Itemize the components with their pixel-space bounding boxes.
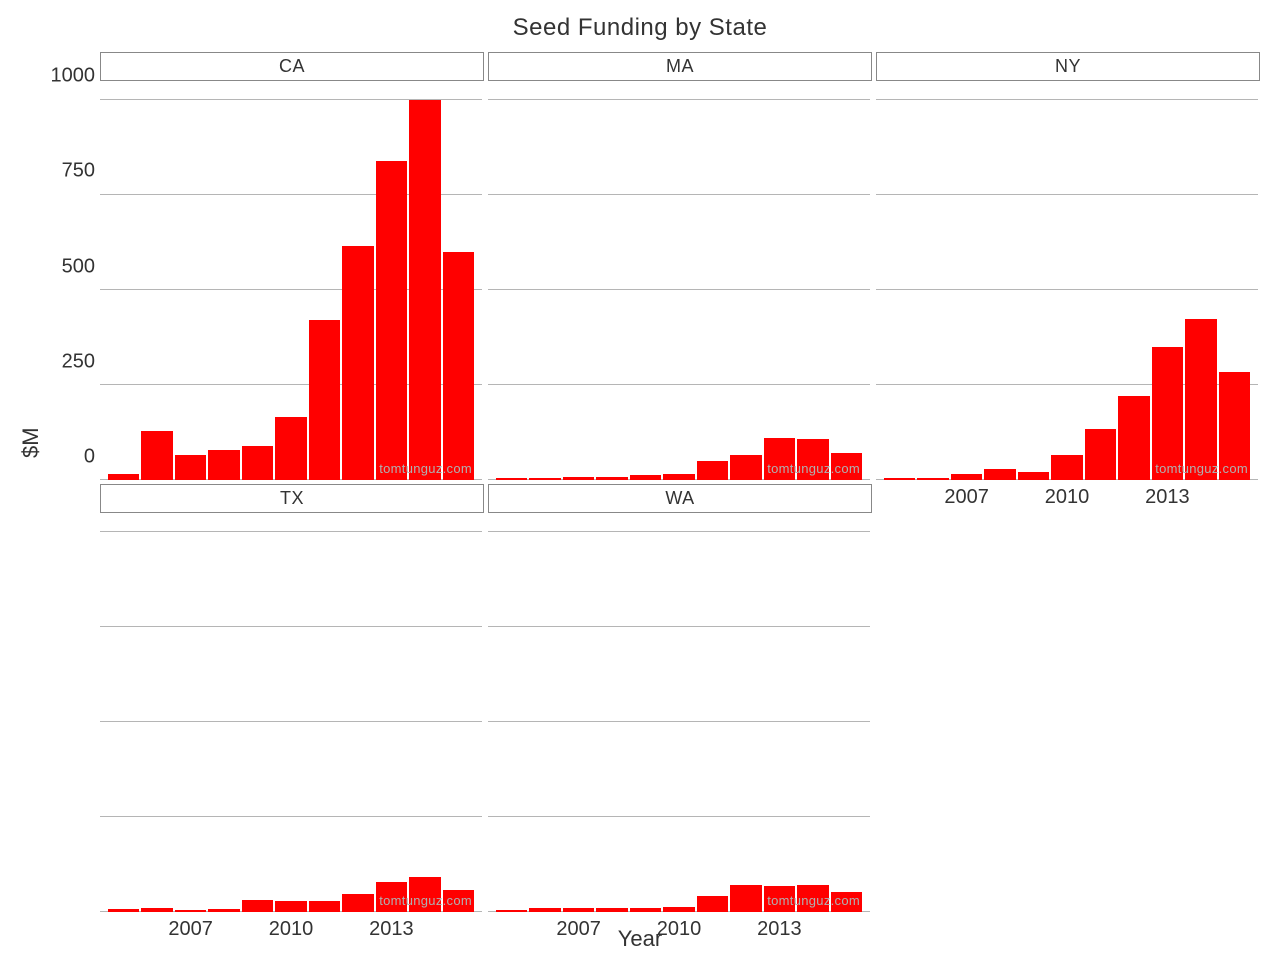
- bar: [529, 478, 560, 480]
- bar: [242, 446, 273, 480]
- x-tick: 2013: [757, 918, 802, 941]
- x-tick: 2007: [168, 918, 213, 941]
- y-tick: 1000: [51, 65, 96, 88]
- y-tick: 750: [62, 160, 95, 183]
- bar: [108, 909, 139, 912]
- x-tick: 2010: [657, 918, 702, 941]
- panel-strip: TX: [100, 484, 484, 513]
- y-axis-ticks: 02505007501000: [40, 80, 95, 480]
- bar: [630, 475, 661, 480]
- bar: [917, 478, 948, 480]
- x-tick: 2007: [556, 918, 601, 941]
- bar: [697, 461, 728, 480]
- panel-ma: MA tomtunguz.com: [488, 52, 872, 480]
- panel-tx: TX tomtunguz.com: [100, 484, 484, 912]
- chart-title: Seed Funding by State: [0, 0, 1280, 48]
- bar: [108, 474, 139, 480]
- panel-ny: NY tomtunguz.com: [876, 52, 1260, 480]
- watermark: tomtunguz.com: [379, 893, 472, 908]
- bar: [175, 455, 206, 480]
- bar: [596, 477, 627, 480]
- x-axis-ticks: 2007 2010 2013: [488, 918, 872, 942]
- y-tick: 250: [62, 350, 95, 373]
- bars-container: [884, 81, 1250, 480]
- plot-area: tomtunguz.com: [488, 513, 872, 912]
- watermark: tomtunguz.com: [767, 461, 860, 476]
- bar: [342, 246, 373, 480]
- bar: [309, 901, 340, 912]
- bar: [409, 100, 440, 480]
- y-tick: 0: [84, 446, 95, 469]
- bar: [141, 908, 172, 912]
- bars-container: [496, 513, 862, 912]
- bar: [376, 161, 407, 480]
- panel-wa: WA tomtunguz.com: [488, 484, 872, 912]
- bar: [242, 900, 273, 912]
- panel-strip: CA: [100, 52, 484, 81]
- bar: [141, 431, 172, 480]
- bar: [951, 474, 982, 480]
- bar: [596, 908, 627, 912]
- panel-ca: CA tomtunguz.com: [100, 52, 484, 480]
- panels-grid: CA tomtunguz.com MA tomtunguz.com NY tomtungu…: [100, 52, 1260, 912]
- bar: [443, 252, 474, 480]
- bar: [275, 901, 306, 912]
- watermark: tomtunguz.com: [1155, 461, 1248, 476]
- plot-area: tomtunguz.com: [876, 81, 1260, 480]
- plot-area: tomtunguz.com: [100, 513, 484, 912]
- bar: [563, 908, 594, 912]
- watermark: tomtunguz.com: [767, 893, 860, 908]
- bar: [730, 885, 761, 912]
- panel-strip: MA: [488, 52, 872, 81]
- bar: [663, 907, 694, 912]
- bar: [342, 894, 373, 912]
- bar: [309, 320, 340, 480]
- bar: [884, 478, 915, 480]
- bar: [663, 474, 694, 480]
- x-axis-ticks: 2007 2010 2013: [100, 918, 484, 942]
- bar: [496, 478, 527, 480]
- bar: [1185, 319, 1216, 480]
- bar: [563, 477, 594, 480]
- panel-strip: WA: [488, 484, 872, 513]
- bars-container: [108, 513, 474, 912]
- bar: [1118, 396, 1149, 480]
- watermark: tomtunguz.com: [379, 461, 472, 476]
- bar: [275, 417, 306, 480]
- plot-area: tomtunguz.com: [488, 81, 872, 480]
- bar: [1085, 429, 1116, 480]
- bar: [630, 908, 661, 912]
- bar: [1051, 455, 1082, 480]
- bar: [1018, 472, 1049, 480]
- y-tick: 500: [62, 255, 95, 278]
- panel-strip: NY: [876, 52, 1260, 81]
- x-tick: 2010: [269, 918, 314, 941]
- bar: [208, 909, 239, 912]
- bar: [730, 455, 761, 480]
- x-tick: 2013: [369, 918, 414, 941]
- bar: [208, 450, 239, 480]
- bar: [496, 910, 527, 912]
- bar: [529, 908, 560, 912]
- plot-area: tomtunguz.com: [100, 81, 484, 480]
- bar: [984, 469, 1015, 480]
- bar: [175, 910, 206, 912]
- bars-container: [496, 81, 862, 480]
- bars-container: [108, 81, 474, 480]
- bar: [697, 896, 728, 912]
